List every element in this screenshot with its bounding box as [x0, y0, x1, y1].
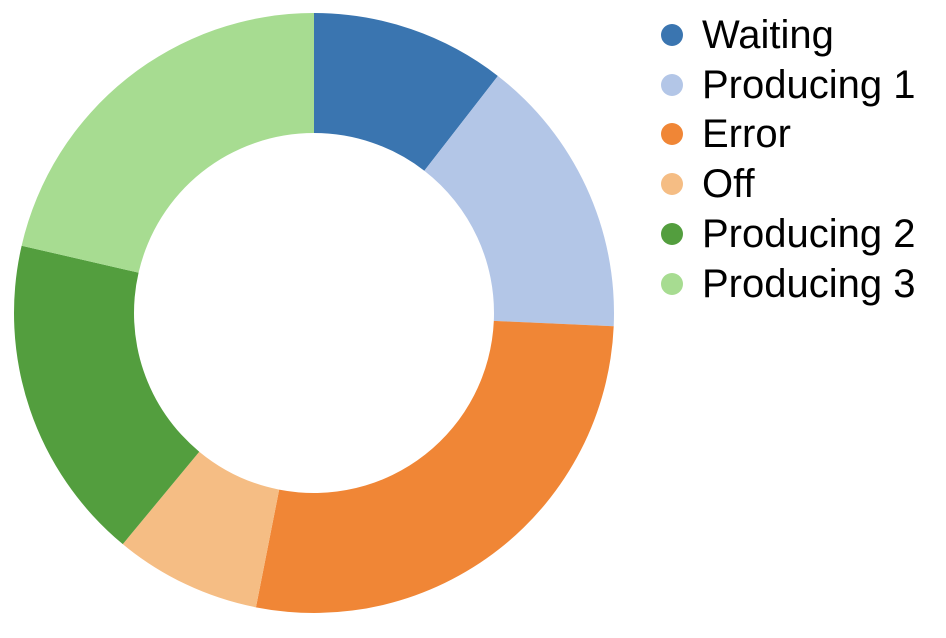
- legend-label-producing-2: Producing 2: [702, 212, 915, 256]
- legend-swatch-off: [661, 173, 683, 195]
- legend-swatch-producing-2: [661, 223, 683, 245]
- legend-item-waiting: Waiting: [661, 13, 834, 57]
- slice-error: [255, 320, 614, 614]
- slice-waiting: [314, 13, 498, 171]
- legend-swatch-producing-1: [661, 74, 683, 96]
- legend-swatch-waiting: [661, 24, 683, 46]
- legend-label-producing-1: Producing 1: [702, 63, 915, 107]
- legend-item-producing-1: Producing 1: [661, 63, 915, 107]
- legend-label-error: Error: [702, 112, 791, 156]
- slice-producing-2: [13, 245, 200, 545]
- legend: Waiting Producing 1 Error Off Producing …: [661, 13, 915, 306]
- legend-swatch-error: [661, 123, 683, 145]
- legend-item-off: Off: [661, 162, 756, 206]
- slice-producing-3: [21, 12, 314, 273]
- donut-slices: [13, 12, 615, 614]
- legend-label-producing-3: Producing 3: [702, 262, 915, 306]
- legend-swatch-producing-3: [661, 273, 683, 295]
- legend-item-producing-3: Producing 3: [661, 262, 915, 306]
- legend-label-waiting: Waiting: [702, 13, 834, 57]
- slice-producing-1: [424, 75, 615, 327]
- legend-item-error: Error: [661, 112, 791, 156]
- slice-off: [122, 451, 280, 608]
- legend-item-producing-2: Producing 2: [661, 212, 915, 256]
- legend-label-off: Off: [702, 162, 756, 206]
